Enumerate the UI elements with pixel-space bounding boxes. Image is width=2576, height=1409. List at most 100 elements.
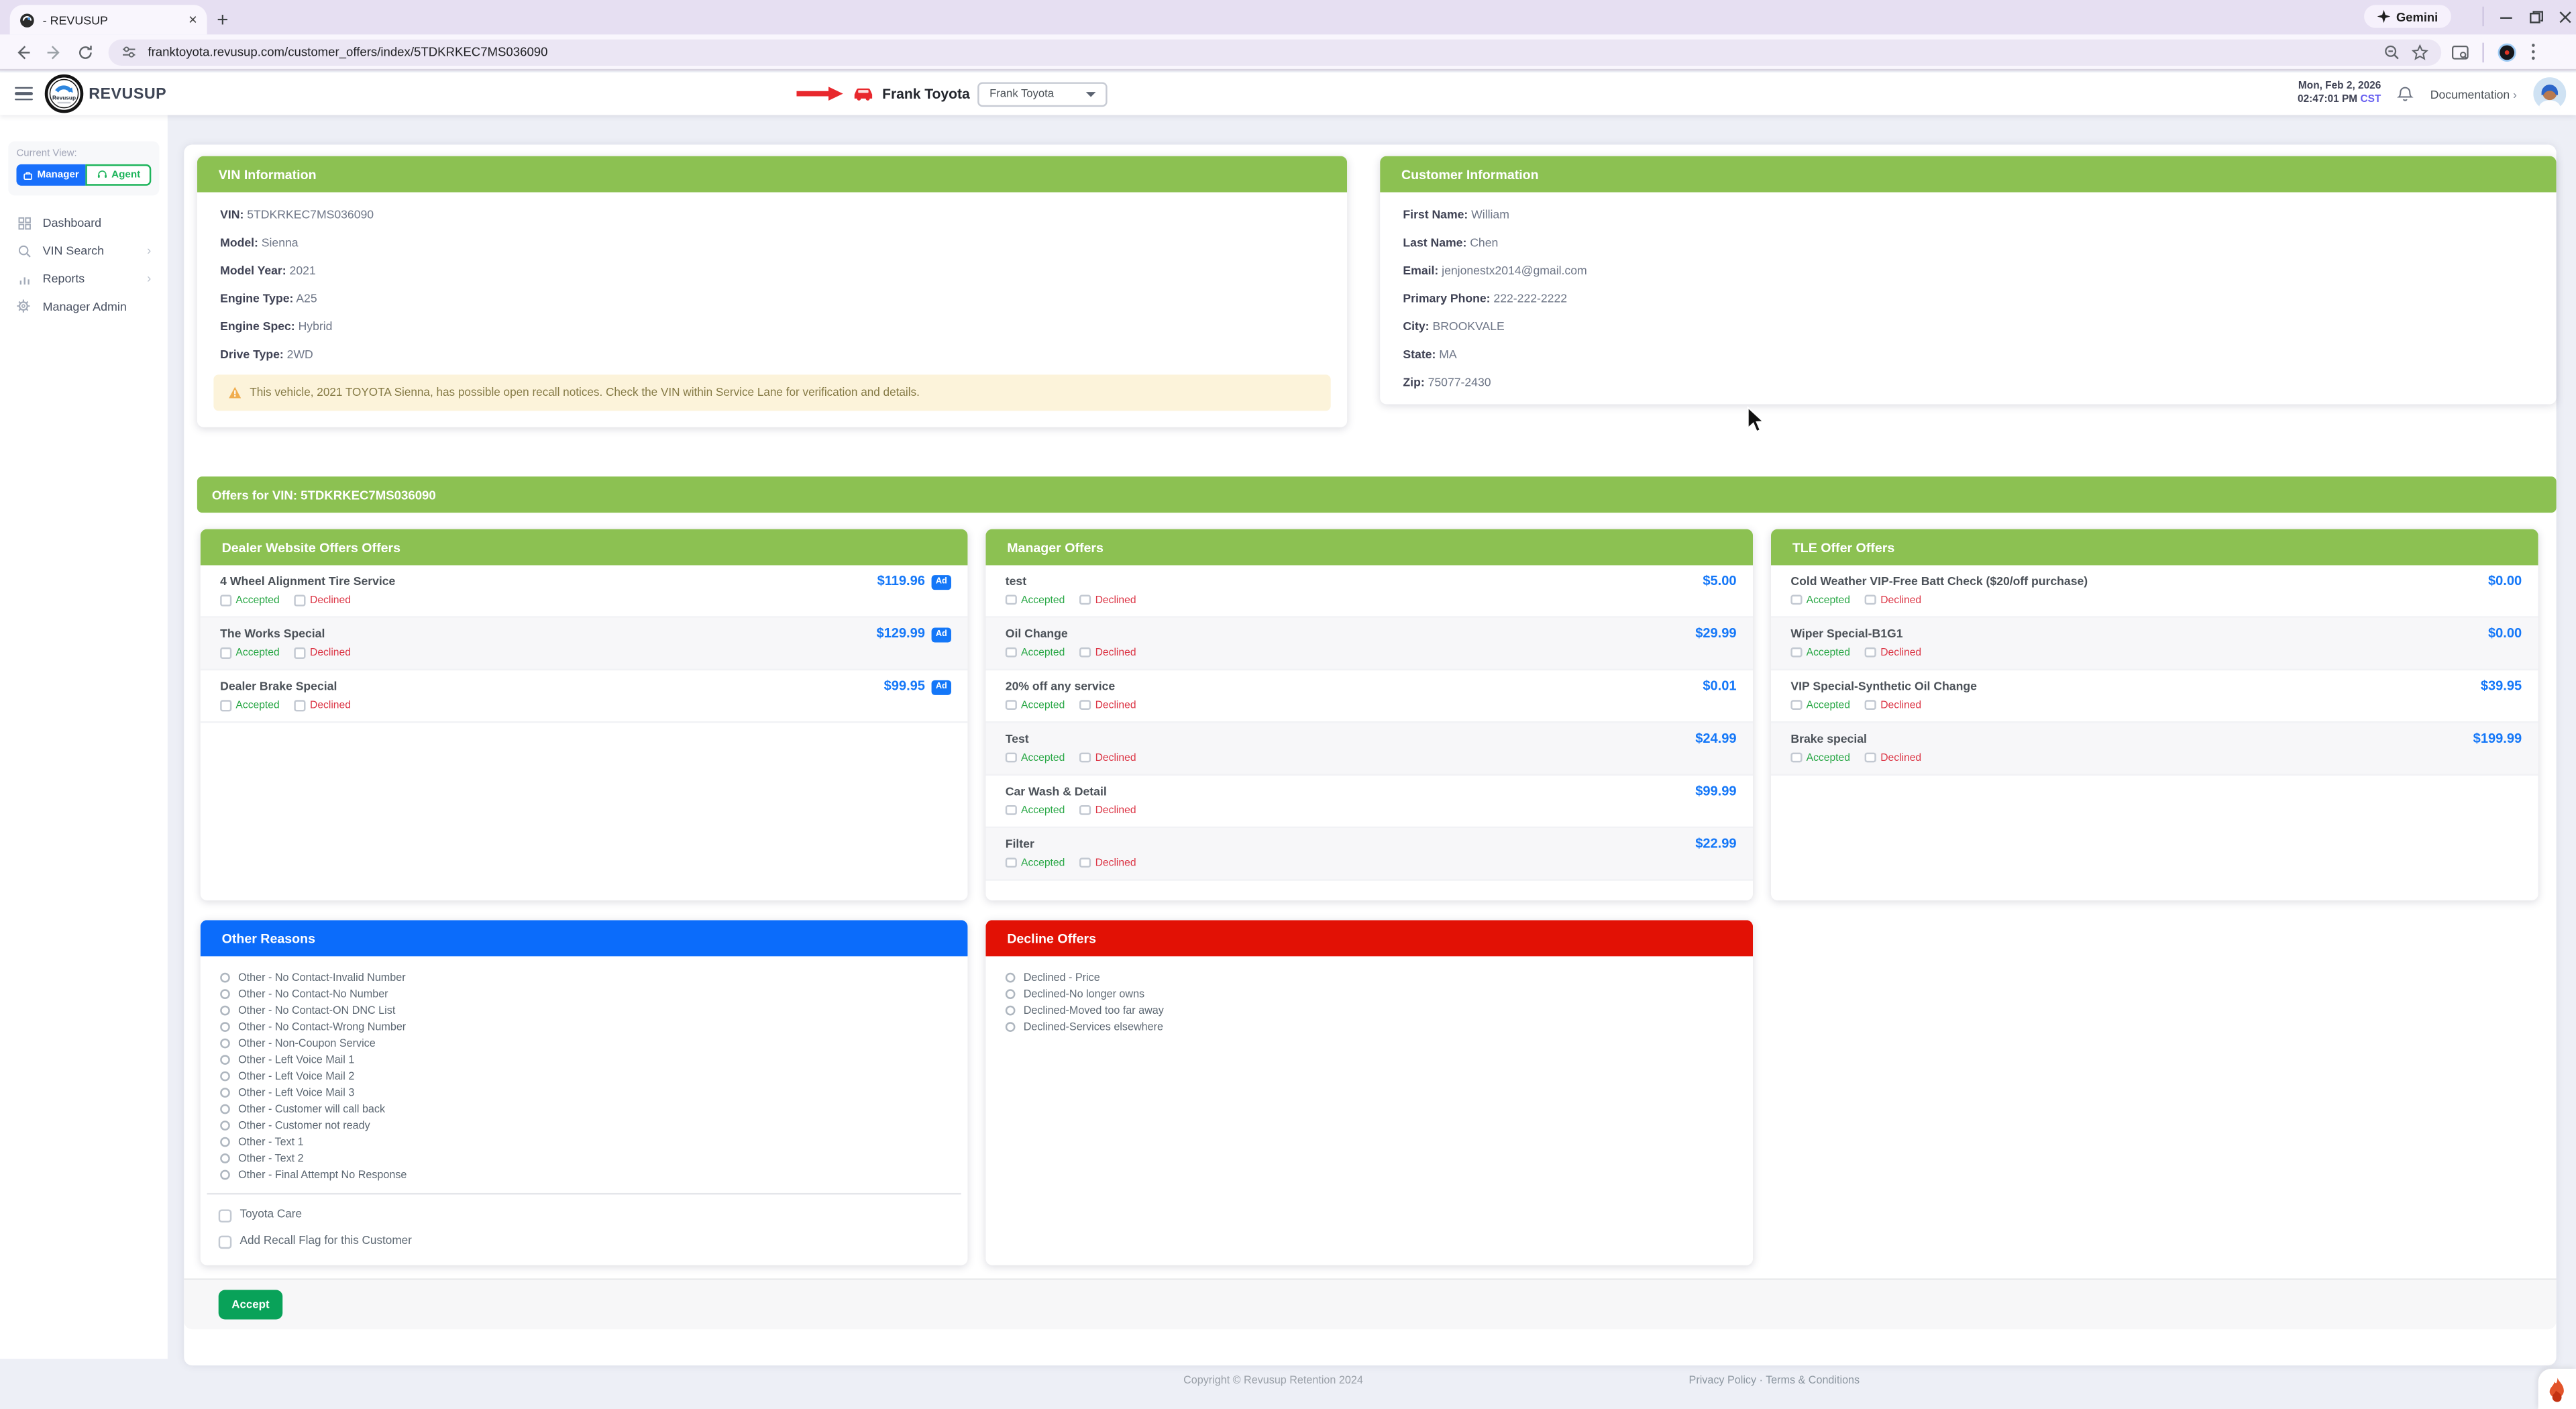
declined-option[interactable]: Declined xyxy=(1864,594,1921,605)
reason-radio-option[interactable]: Other - No Contact-No Number xyxy=(201,986,968,1002)
reason-radio-option[interactable]: Other - Customer will call back xyxy=(201,1101,968,1117)
radio-button[interactable] xyxy=(220,1055,230,1065)
accepted-option[interactable]: Accepted xyxy=(1005,857,1065,868)
radio-button[interactable] xyxy=(220,1104,230,1114)
declined-option[interactable]: Declined xyxy=(1864,647,1921,658)
declined-option[interactable]: Declined xyxy=(1864,751,1921,764)
declined-checkbox[interactable] xyxy=(1079,804,1091,816)
close-window-button[interactable] xyxy=(2558,9,2573,23)
accepted-checkbox[interactable] xyxy=(1005,699,1016,711)
accepted-option[interactable]: Accepted xyxy=(1790,594,1850,605)
declined-checkbox[interactable] xyxy=(1864,699,1876,711)
accepted-checkbox[interactable] xyxy=(1005,647,1016,658)
reason-radio-option[interactable]: Other - No Contact-ON DNC List xyxy=(201,1002,968,1019)
browser-tab[interactable]: - REVUSUP × xyxy=(9,5,207,35)
reason-radio-option[interactable]: Other - No Contact-Invalid Number xyxy=(201,970,968,986)
declined-option[interactable]: Declined xyxy=(294,595,351,607)
accepted-checkbox[interactable] xyxy=(220,595,231,607)
radio-button[interactable] xyxy=(220,989,230,999)
manager-view-button[interactable]: Manager xyxy=(16,164,86,186)
accepted-option[interactable]: Accepted xyxy=(220,647,280,659)
reload-button[interactable] xyxy=(77,44,93,60)
decline-radio-option[interactable]: Declined - Price xyxy=(985,970,1753,986)
declined-checkbox[interactable] xyxy=(294,647,305,659)
reason-radio-option[interactable]: Other - Customer not ready xyxy=(201,1117,968,1133)
accepted-option[interactable]: Accepted xyxy=(220,595,280,607)
declined-option[interactable]: Declined xyxy=(1079,647,1136,658)
accepted-option[interactable]: Accepted xyxy=(1005,699,1065,711)
accepted-option[interactable]: Accepted xyxy=(1790,699,1850,711)
declined-checkbox[interactable] xyxy=(294,595,305,607)
tab-close-icon[interactable]: × xyxy=(188,10,197,28)
accepted-checkbox[interactable] xyxy=(1005,594,1016,605)
sidebar-menu-item[interactable]: Manager Admin xyxy=(0,293,168,321)
declined-checkbox[interactable] xyxy=(1079,857,1091,868)
back-button[interactable] xyxy=(15,44,31,60)
reason-radio-option[interactable]: Other - Text 1 xyxy=(201,1134,968,1150)
accepted-option[interactable]: Accepted xyxy=(220,700,280,711)
reason-radio-option[interactable]: Other - Final Attempt No Response xyxy=(201,1167,968,1183)
reason-radio-option[interactable]: Other - Left Voice Mail 1 xyxy=(201,1051,968,1067)
declined-checkbox[interactable] xyxy=(1864,594,1876,605)
radio-button[interactable] xyxy=(1005,1022,1016,1032)
declined-checkbox[interactable] xyxy=(1864,647,1876,658)
radio-button[interactable] xyxy=(220,1153,230,1163)
declined-checkbox[interactable] xyxy=(1079,647,1091,658)
declined-option[interactable]: Declined xyxy=(1079,594,1136,605)
radio-button[interactable] xyxy=(1005,972,1016,983)
accepted-checkbox[interactable] xyxy=(220,700,231,711)
accepted-checkbox[interactable] xyxy=(1005,752,1016,763)
address-bar[interactable]: franktoyota.revusup.com/customer_offers/… xyxy=(108,38,2442,65)
minimize-button[interactable] xyxy=(2499,9,2514,23)
site-settings-icon[interactable] xyxy=(121,44,136,59)
profile-avatar-icon[interactable] xyxy=(2497,42,2516,61)
accepted-checkbox[interactable] xyxy=(1790,699,1802,711)
declined-checkbox[interactable] xyxy=(1864,752,1876,763)
reason-radio-option[interactable]: Other - Text 2 xyxy=(201,1150,968,1166)
accepted-checkbox[interactable] xyxy=(1005,857,1016,868)
maximize-button[interactable] xyxy=(2528,9,2544,23)
bookmark-star-icon[interactable] xyxy=(2412,43,2428,60)
browser-menu-icon[interactable] xyxy=(2530,43,2536,61)
radio-button[interactable] xyxy=(220,972,230,983)
sidebar-menu-item[interactable]: Reports › xyxy=(0,264,168,293)
new-tab-button[interactable]: + xyxy=(217,8,229,32)
accepted-option[interactable]: Accepted xyxy=(1005,647,1065,658)
reason-checkbox-option[interactable]: Toyota Care xyxy=(201,1204,968,1226)
declined-option[interactable]: Declined xyxy=(294,647,351,659)
radio-button[interactable] xyxy=(220,1137,230,1147)
declined-option[interactable]: Declined xyxy=(1864,699,1921,711)
declined-checkbox[interactable] xyxy=(294,700,305,711)
sidebar-menu-item[interactable]: VIN Search › xyxy=(0,237,168,265)
declined-option[interactable]: Declined xyxy=(1079,751,1136,764)
footer-links[interactable]: Privacy Policy · Terms & Conditions xyxy=(1688,1375,1860,1387)
radio-button[interactable] xyxy=(220,1005,230,1016)
zoom-out-icon[interactable] xyxy=(2383,44,2400,60)
declined-checkbox[interactable] xyxy=(1079,699,1091,711)
declined-checkbox[interactable] xyxy=(1079,594,1091,605)
checkbox[interactable] xyxy=(218,1235,232,1249)
radio-button[interactable] xyxy=(220,1071,230,1082)
accepted-checkbox[interactable] xyxy=(1005,804,1016,816)
accepted-checkbox[interactable] xyxy=(220,647,231,659)
side-panel-search-icon[interactable] xyxy=(2451,44,2469,60)
radio-button[interactable] xyxy=(220,1120,230,1131)
declined-option[interactable]: Declined xyxy=(1079,857,1136,868)
accepted-checkbox[interactable] xyxy=(1790,647,1802,658)
declined-checkbox[interactable] xyxy=(1079,752,1091,763)
dealer-select[interactable]: Frank Toyota xyxy=(977,81,1108,106)
reason-radio-option[interactable]: Other - No Contact-Wrong Number xyxy=(201,1019,968,1035)
accepted-option[interactable]: Accepted xyxy=(1005,594,1065,605)
radio-button[interactable] xyxy=(1005,989,1016,999)
checkbox[interactable] xyxy=(218,1208,232,1222)
reason-radio-option[interactable]: Other - Left Voice Mail 3 xyxy=(201,1084,968,1100)
accepted-option[interactable]: Accepted xyxy=(1790,751,1850,764)
decline-radio-option[interactable]: Declined-Moved too far away xyxy=(985,1002,1753,1019)
accepted-option[interactable]: Accepted xyxy=(1790,647,1850,658)
accepted-option[interactable]: Accepted xyxy=(1005,804,1065,816)
user-avatar[interactable] xyxy=(2533,77,2567,111)
radio-button[interactable] xyxy=(220,1022,230,1032)
decline-radio-option[interactable]: Declined-Services elsewhere xyxy=(985,1019,1753,1035)
radio-button[interactable] xyxy=(220,1088,230,1098)
radio-button[interactable] xyxy=(1005,1005,1016,1016)
